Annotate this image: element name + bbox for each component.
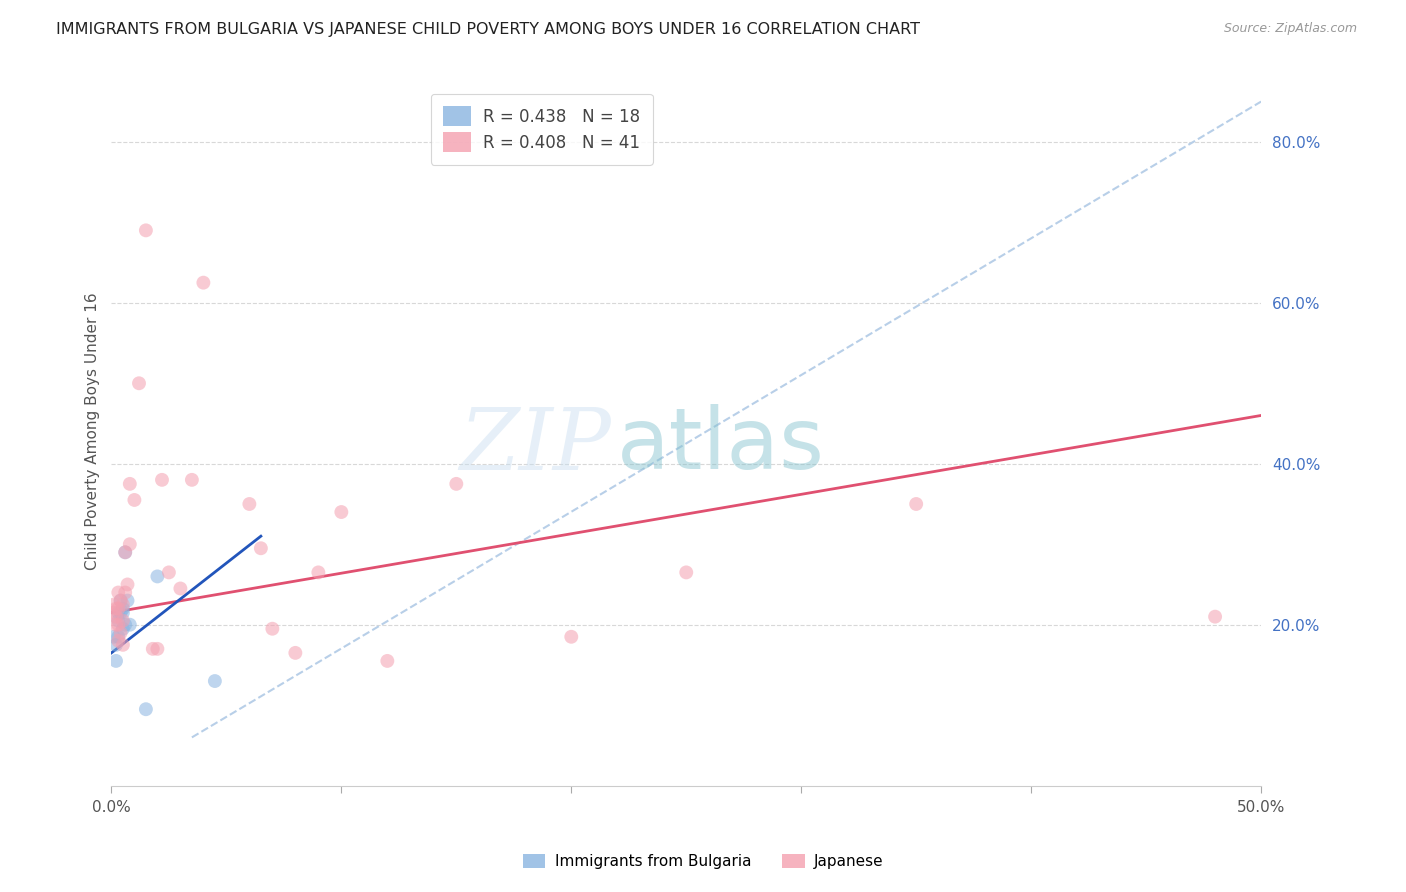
Point <box>124 492 146 507</box>
Point <box>111 598 134 612</box>
Point <box>238 497 260 511</box>
Point <box>107 617 129 632</box>
Point <box>111 622 134 636</box>
Point <box>180 473 202 487</box>
Point <box>905 497 928 511</box>
Point <box>105 617 128 632</box>
Point <box>146 641 169 656</box>
Point <box>193 276 215 290</box>
Text: atlas: atlas <box>617 404 825 487</box>
Point <box>330 505 353 519</box>
Legend: R = 0.438   N = 18, R = 0.408   N = 41: R = 0.438 N = 18, R = 0.408 N = 41 <box>430 94 652 165</box>
Point <box>284 646 307 660</box>
Point <box>560 630 582 644</box>
Point <box>118 617 141 632</box>
Point <box>110 593 132 607</box>
Point <box>128 376 150 391</box>
Point <box>111 614 134 628</box>
Point <box>110 593 132 607</box>
Point <box>107 606 129 620</box>
Point <box>117 577 139 591</box>
Point <box>307 566 329 580</box>
Point <box>107 633 129 648</box>
Point <box>105 601 128 615</box>
Point <box>105 638 128 652</box>
Point <box>157 566 180 580</box>
Point <box>107 601 129 615</box>
Point <box>114 585 136 599</box>
Point <box>150 473 173 487</box>
Point <box>114 545 136 559</box>
Point <box>250 541 273 556</box>
Point <box>146 569 169 583</box>
Point <box>111 601 134 615</box>
Point <box>169 582 191 596</box>
Point <box>446 476 468 491</box>
Point <box>1204 609 1226 624</box>
Point <box>103 606 125 620</box>
Point <box>135 702 157 716</box>
Text: ZIP: ZIP <box>460 404 612 487</box>
Point <box>375 654 398 668</box>
Point <box>118 537 141 551</box>
Point <box>118 476 141 491</box>
Point <box>105 654 128 668</box>
Point <box>107 585 129 599</box>
Legend: Immigrants from Bulgaria, Japanese: Immigrants from Bulgaria, Japanese <box>516 847 890 875</box>
Point <box>107 630 129 644</box>
Point <box>117 593 139 607</box>
Point <box>114 545 136 559</box>
Point <box>105 609 128 624</box>
Text: IMMIGRANTS FROM BULGARIA VS JAPANESE CHILD POVERTY AMONG BOYS UNDER 16 CORRELATI: IMMIGRANTS FROM BULGARIA VS JAPANESE CHI… <box>56 22 921 37</box>
Point <box>135 223 157 237</box>
Point <box>675 566 697 580</box>
Point <box>107 614 129 628</box>
Point <box>262 622 284 636</box>
Point <box>103 630 125 644</box>
Point <box>103 598 125 612</box>
Point <box>110 606 132 620</box>
Point <box>204 674 226 689</box>
Point <box>111 606 134 620</box>
Text: Source: ZipAtlas.com: Source: ZipAtlas.com <box>1223 22 1357 36</box>
Y-axis label: Child Poverty Among Boys Under 16: Child Poverty Among Boys Under 16 <box>86 293 100 570</box>
Point <box>142 641 165 656</box>
Point <box>110 625 132 640</box>
Point <box>111 638 134 652</box>
Point <box>114 617 136 632</box>
